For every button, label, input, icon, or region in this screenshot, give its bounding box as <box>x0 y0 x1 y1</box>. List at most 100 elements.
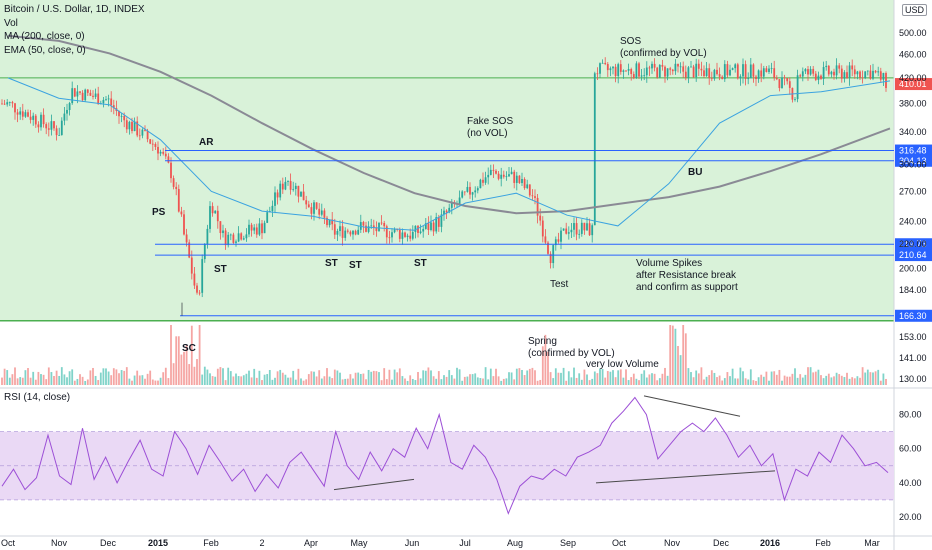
volume-bar-329 <box>856 376 859 385</box>
candle-body-274 <box>713 69 716 79</box>
candle-body-263 <box>684 71 687 78</box>
volume-bar-230 <box>599 368 601 385</box>
candle-body-321 <box>835 65 838 76</box>
candle-body-238 <box>619 64 622 72</box>
candle-body-255 <box>664 66 666 77</box>
candle-body-249 <box>648 67 651 69</box>
volume-bar-88 <box>229 371 232 385</box>
volume-bar-333 <box>866 369 869 385</box>
volume-bar-306 <box>796 377 799 385</box>
volume-bar-295 <box>768 380 770 385</box>
volume-bar-286 <box>744 378 747 385</box>
legend-title[interactable]: Bitcoin / U.S. Dollar, 1D, INDEX <box>4 4 145 15</box>
legend-ema[interactable]: EMA (50, close, 0) <box>4 44 86 56</box>
volume-bar-236 <box>614 377 617 385</box>
volume-bar-86 <box>224 380 227 385</box>
candle-body-66 <box>172 178 175 187</box>
candle-body-54 <box>141 129 144 136</box>
volume-bar-320 <box>833 376 835 385</box>
candle-body-235 <box>612 66 614 69</box>
candle-body-240 <box>625 70 627 72</box>
volume-bar-272 <box>708 375 711 385</box>
candle-body-7 <box>19 111 22 115</box>
candle-body-104 <box>271 205 274 212</box>
candle-body-338 <box>879 71 882 80</box>
candle-body-63 <box>164 153 167 157</box>
volume-bar-184 <box>479 378 482 385</box>
candle-body-100 <box>261 223 263 234</box>
volume-bar-242 <box>630 377 633 385</box>
time-tick-5: 2 <box>259 538 264 548</box>
candle-body-190 <box>495 170 497 174</box>
volume-bar-118 <box>307 374 310 385</box>
volume-bar-314 <box>817 369 820 385</box>
volume-bar-91 <box>237 376 240 385</box>
candle-body-20 <box>53 121 55 129</box>
currency-tag[interactable]: USD <box>902 4 928 16</box>
volume-bar-113 <box>294 379 297 385</box>
volume-bar-64 <box>167 378 170 385</box>
candle-body-81 <box>211 206 214 214</box>
volume-bar-155 <box>404 378 406 385</box>
candle-body-112 <box>292 188 295 190</box>
candle-body-181 <box>471 192 474 195</box>
volume-bar-32 <box>84 380 87 385</box>
candle-body-51 <box>133 121 136 132</box>
volume-bar-77 <box>201 374 204 385</box>
candle-body-128 <box>333 224 336 235</box>
volume-bar-282 <box>734 378 737 385</box>
volume-bar-17 <box>45 379 48 385</box>
volume-bar-97 <box>253 368 256 385</box>
candle-body-99 <box>258 223 261 235</box>
volume-bar-85 <box>222 368 224 385</box>
volume-bar-192 <box>500 380 503 385</box>
candle-body-52 <box>136 121 139 136</box>
volume-bar-319 <box>830 377 833 385</box>
volume-bar-54 <box>141 375 144 385</box>
candle-body-79 <box>206 228 209 245</box>
legend-ma[interactable]: MA (200, close, 0) <box>4 31 85 42</box>
candle-body-23 <box>60 120 63 136</box>
volume-bar-246 <box>640 373 643 385</box>
volume-bar-198 <box>515 368 518 385</box>
rsi-legend[interactable]: RSI (14, close) <box>4 392 71 403</box>
candle-body-82 <box>214 210 217 214</box>
volume-bar-125 <box>326 368 328 385</box>
level-tag-2 <box>895 238 932 251</box>
volume-bar-322 <box>838 374 841 385</box>
annotation-fake-sos: Fake SOS (no VOL) <box>467 116 514 139</box>
volume-bar-211 <box>549 372 552 385</box>
volume-bar-232 <box>604 377 607 385</box>
time-tick-17: Mar <box>864 538 880 548</box>
volume-bar-255 <box>664 367 666 385</box>
volume-bar-316 <box>822 378 825 385</box>
candle-body-34 <box>89 92 92 96</box>
candle-body-69 <box>180 211 183 215</box>
volume-bar-13 <box>34 379 37 385</box>
candle-body-280 <box>729 69 731 76</box>
annotation-volume-spikes: Volume Spikes after Resistance break and… <box>636 258 738 293</box>
volume-bar-102 <box>266 374 269 385</box>
candle-body-215 <box>560 230 562 242</box>
candle-body-18 <box>47 128 50 130</box>
time-tick-0: Oct <box>1 538 16 548</box>
candle-body-196 <box>510 171 513 175</box>
volume-bar-278 <box>723 378 726 385</box>
candle-body-68 <box>177 189 180 212</box>
candle-body-189 <box>492 169 495 171</box>
volume-bar-312 <box>812 372 815 385</box>
volume-bar-267 <box>695 370 698 385</box>
volume-bar-149 <box>388 369 391 385</box>
volume-bar-152 <box>396 372 399 385</box>
candle-body-246 <box>640 75 643 77</box>
volume-bar-41 <box>107 371 110 385</box>
volume-bar-169 <box>440 379 443 385</box>
candle-body-194 <box>505 176 508 178</box>
candle-body-183 <box>476 188 479 191</box>
volume-bar-63 <box>164 367 167 385</box>
candle-body-202 <box>526 184 529 189</box>
legend-vol[interactable]: Vol <box>4 17 18 29</box>
candle-body-25 <box>66 109 68 114</box>
candle-body-76 <box>198 292 201 294</box>
